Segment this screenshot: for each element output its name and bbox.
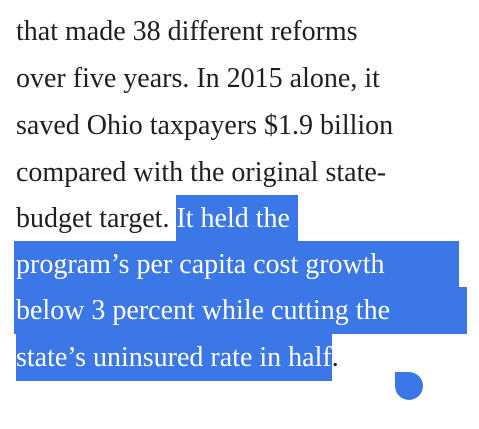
paragraph-line: below 3 percent while cutting the [14, 287, 467, 334]
selected-text[interactable]: state’s uninsured rate in half [16, 334, 332, 381]
unselected-text: . [331, 342, 339, 373]
selected-text[interactable]: program’s per capita cost growth [14, 241, 459, 288]
selection-end-handle[interactable] [395, 372, 423, 400]
unselected-text: budget target. [16, 203, 177, 234]
paragraph-line: that made 38 different reforms [16, 16, 358, 47]
paragraph-line: budget target. It held the [16, 195, 298, 242]
paragraph-line: compared with the original state- [16, 157, 387, 188]
selection-start-handle[interactable] [177, 231, 205, 259]
paragraph-line: over five years. In 2015 alone, it [16, 63, 380, 94]
paragraph-line: state’s uninsured rate in half. [16, 334, 339, 381]
paragraph-line: program’s per capita cost growth [14, 241, 459, 288]
selected-text[interactable]: below 3 percent while cutting the [14, 287, 467, 334]
paragraph-line: saved Ohio taxpayers $1.9 billion [16, 110, 394, 141]
